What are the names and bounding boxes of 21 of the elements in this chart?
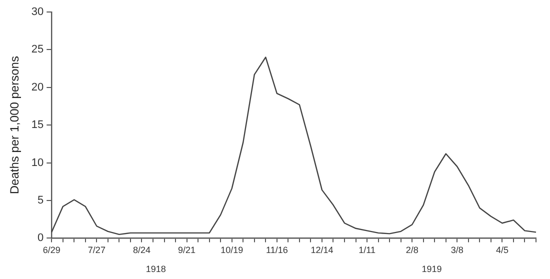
x-tick-label: 10/19	[220, 245, 244, 256]
y-tick-label: 10	[31, 156, 44, 169]
x-tick-label: 11/16	[266, 245, 288, 256]
y-tick-label: 30	[31, 6, 44, 18]
x-tick-label: 7/27	[88, 245, 106, 256]
text: 1919	[422, 264, 442, 274]
y-tick-label: 0	[38, 232, 44, 244]
x-tick-label: 12/14	[310, 245, 334, 256]
x-tick-label: 1/11	[358, 245, 376, 256]
x-tick-label: 2/8	[406, 245, 418, 256]
x-tick-label: 9/21	[178, 245, 196, 256]
y-axis-title: Deaths per 1,000 persons	[8, 56, 22, 194]
text: 1918	[146, 264, 166, 274]
x-tick-label: 4/5	[496, 245, 508, 256]
x-tick-label: 3/8	[450, 245, 464, 256]
x-tick-label: 6/29	[42, 245, 60, 256]
x-tick-label: 8/24	[132, 245, 151, 256]
y-tick-label: 15	[31, 119, 44, 132]
y-tick-label: 5	[38, 194, 44, 207]
y-tick-label: 20	[31, 81, 44, 94]
y-tick-label: 25	[31, 44, 44, 56]
